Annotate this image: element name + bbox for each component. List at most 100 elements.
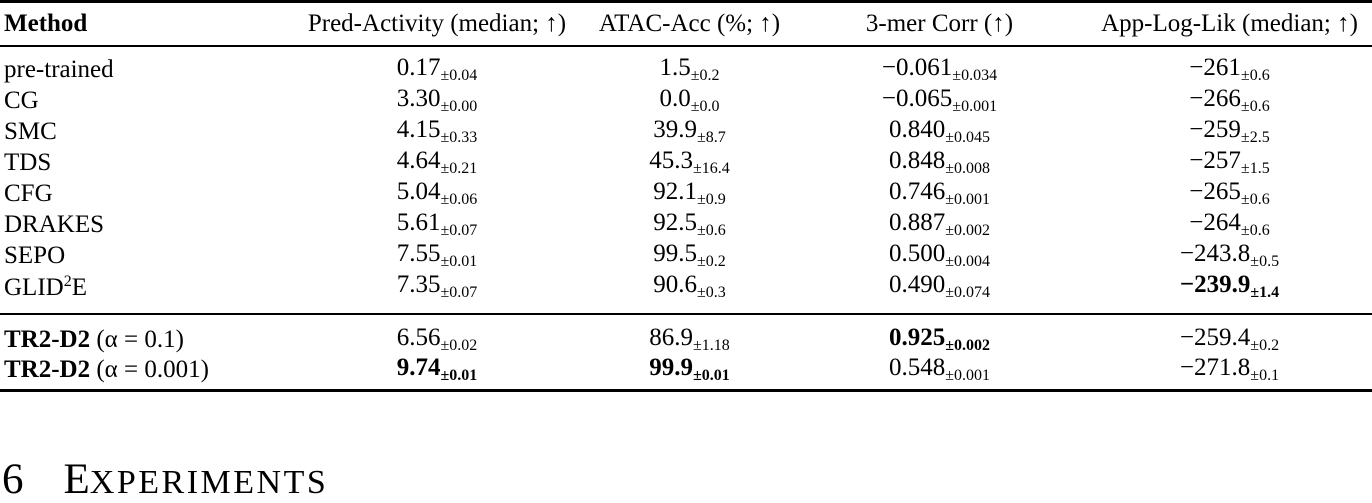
value-cell: 0.500±0.004 <box>792 241 1087 270</box>
value-plus-minus-subscript: ±0.1 <box>1250 366 1280 384</box>
value-main: 7.55 <box>396 240 441 267</box>
value-cell: 3.30±0.00 <box>287 86 587 115</box>
value-plus-minus-subscript: ±0.2 <box>1250 336 1280 354</box>
method-cell: pre-trained <box>0 57 287 82</box>
value-main: 92.1 <box>653 178 697 205</box>
value-cell: 9.74±0.01 <box>287 355 587 384</box>
value-plus-minus-subscript: ±0.2 <box>690 67 720 84</box>
value-plus-minus-subscript: ±0.01 <box>692 366 730 384</box>
method-cell: TR2-D2 (α = 0.1) <box>0 327 287 352</box>
value-main: −243.8 <box>1179 240 1251 267</box>
value-main: 45.3 <box>649 147 693 174</box>
value-cell: 0.848±0.008 <box>792 148 1087 177</box>
value-cell: 92.1±0.9 <box>587 179 792 208</box>
table-row: TR2-D2 (α = 0.001) 9.74±0.01 99.9±0.01 0.54… <box>0 354 1372 384</box>
value-cell: 90.6±0.3 <box>587 272 792 301</box>
value-plus-minus-subscript: ±0.004 <box>945 253 991 270</box>
value-plus-minus-subscript: ±1.4 <box>1250 284 1280 301</box>
value-main: 0.490 <box>888 271 946 298</box>
value-plus-minus-subscript: ±0.21 <box>440 160 478 177</box>
value-main: 92.5 <box>653 209 697 236</box>
value-cell: 0.840±0.045 <box>792 117 1087 146</box>
value-plus-minus-subscript: ±0.034 <box>952 67 998 84</box>
value-main: 90.6 <box>653 271 697 298</box>
column-header-app-log-lik: App-Log-Lik (median; ↑) <box>1101 10 1358 37</box>
method-name-suffix: E <box>71 273 87 301</box>
baseline-rows-group: pre-trained 0.17±0.04 1.5±0.2 −0.061±0.034−… <box>0 47 1372 302</box>
column-header-pred-activity: Pred-Activity (median; ↑) <box>307 10 567 37</box>
value-cell: −271.8±0.1 <box>1087 355 1372 384</box>
value-plus-minus-subscript: ±16.4 <box>692 160 730 177</box>
value-cell: 0.548±0.001 <box>792 355 1087 384</box>
value-plus-minus-subscript: ±0.02 <box>440 336 478 354</box>
value-plus-minus-subscript: ±0.002 <box>945 336 991 354</box>
value-cell: 0.925±0.002 <box>792 325 1087 354</box>
value-main: 0.548 <box>888 353 946 381</box>
value-cell: −239.9±1.4 <box>1087 272 1372 301</box>
value-cell: 86.9±1.18 <box>587 325 792 354</box>
value-plus-minus-subscript: ±0.6 <box>1240 98 1270 115</box>
value-cell: −257±1.5 <box>1087 148 1372 177</box>
table-row: TDS 4.64±0.21 45.3±16.4 0.848±0.008 −257±1.5 <box>0 147 1372 178</box>
value-cell: 4.64±0.21 <box>287 148 587 177</box>
column-header-method: Method <box>4 10 88 37</box>
value-cell: −261±0.6 <box>1087 55 1372 84</box>
value-main: 0.887 <box>888 209 946 236</box>
table-row: DRAKES 5.61±0.07 92.5±0.6 0.887±0.002 −264±0… <box>0 209 1372 240</box>
value-plus-minus-subscript: ±0.074 <box>945 284 991 301</box>
value-plus-minus-subscript: ±0.6 <box>1240 191 1270 208</box>
table-row: SMC 4.15±0.33 39.9±8.7 0.840±0.045 −259±2.5 <box>0 116 1372 147</box>
method-name: GLID <box>4 273 64 301</box>
method-name: pre-trained <box>4 56 114 83</box>
value-cell: 7.35±0.07 <box>287 272 587 301</box>
value-plus-minus-subscript: ±0.33 <box>440 129 478 146</box>
table-header-row: Method Pred-Activity (median; ↑) ATAC-Ac… <box>0 3 1372 45</box>
value-plus-minus-subscript: ±0.07 <box>440 284 478 301</box>
value-main: 0.848 <box>888 147 946 174</box>
value-cell: 6.56±0.02 <box>287 325 587 354</box>
method-cell: DRAKES <box>0 212 287 237</box>
table-row: CFG 5.04±0.06 92.1±0.9 0.746±0.001 −265±0.6 <box>0 178 1372 209</box>
value-cell: −266±0.6 <box>1087 86 1372 115</box>
value-main: −0.061 <box>881 54 953 81</box>
table-row: pre-trained 0.17±0.04 1.5±0.2 −0.061±0.034−… <box>0 54 1372 85</box>
value-plus-minus-subscript: ±8.7 <box>696 129 726 146</box>
value-main: 0.840 <box>888 116 946 143</box>
value-main: 5.04 <box>396 178 441 205</box>
results-table: Method Pred-Activity (median; ↑) ATAC-Ac… <box>0 0 1372 392</box>
value-plus-minus-subscript: ±0.0 <box>690 98 720 115</box>
value-main: 0.746 <box>888 178 946 205</box>
table-row: CG 3.30±0.00 0.0±0.0 −0.065±0.001 −266±0.6 <box>0 85 1372 116</box>
method-name: SMC <box>4 118 57 145</box>
method-cell: GLID2E <box>0 273 287 301</box>
method-name: TDS <box>4 149 52 176</box>
table-bottom-rule <box>0 389 1372 392</box>
value-plus-minus-subscript: ±0.00 <box>440 98 478 115</box>
value-cell: −243.8±0.5 <box>1087 241 1372 270</box>
method-name-bold: TR2-D2 <box>4 325 91 353</box>
method-cell: TR2-D2 (α = 0.001) <box>0 357 287 382</box>
value-plus-minus-subscript: ±0.01 <box>440 366 478 384</box>
value-main: 5.61 <box>396 209 441 236</box>
value-main: 99.5 <box>653 240 697 267</box>
proposed-method-rows-group: TR2-D2 (α = 0.1) 6.56±0.02 86.9±1.18 0.925±… <box>0 315 1372 384</box>
value-plus-minus-subscript: ±0.6 <box>1240 222 1270 239</box>
value-cell: 99.9±0.01 <box>587 355 792 384</box>
value-plus-minus-subscript: ±0.001 <box>952 98 998 115</box>
value-main: 0.0 <box>659 85 691 112</box>
value-cell: 99.5±0.2 <box>587 241 792 270</box>
value-cell: 0.887±0.002 <box>792 210 1087 239</box>
value-cell: −264±0.6 <box>1087 210 1372 239</box>
value-cell: −265±0.6 <box>1087 179 1372 208</box>
value-cell: −0.065±0.001 <box>792 86 1087 115</box>
method-name-suffix: (α = 0.001) <box>90 355 209 383</box>
method-name: CG <box>4 87 39 114</box>
value-main: 6.56 <box>396 323 441 351</box>
value-plus-minus-subscript: ±0.5 <box>1250 253 1280 270</box>
value-plus-minus-subscript: ±0.2 <box>696 253 726 270</box>
method-name: SEPO <box>4 242 66 269</box>
value-cell: 5.61±0.07 <box>287 210 587 239</box>
value-main: −259 <box>1189 116 1241 143</box>
value-plus-minus-subscript: ±0.002 <box>945 222 991 239</box>
value-main: 0.17 <box>396 54 441 81</box>
